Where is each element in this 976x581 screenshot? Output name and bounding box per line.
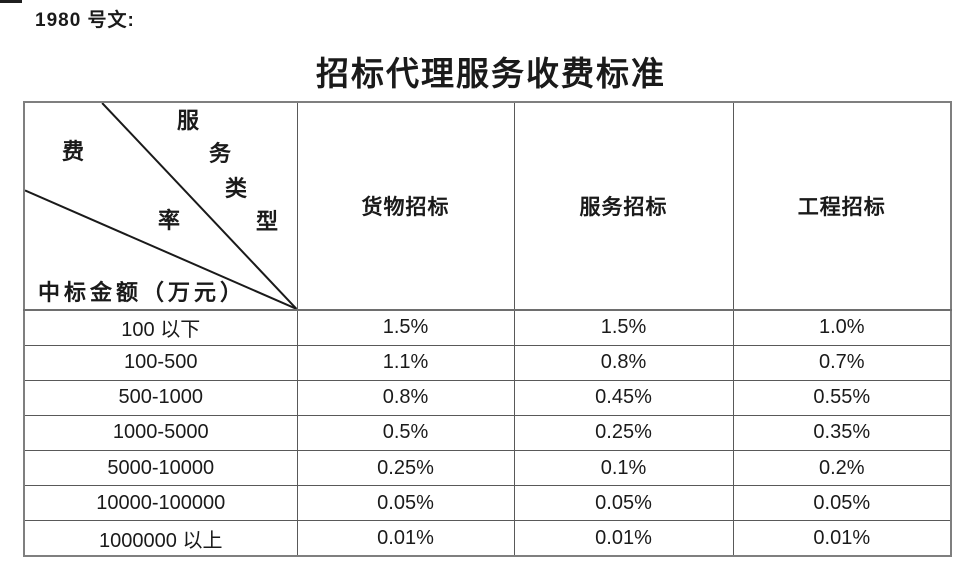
corner-label-fee-rate-char: 费 [62, 139, 85, 164]
corner-label-award-amount: 中标金额（万元） [38, 280, 247, 305]
corner-label-service-type-char: 服 [177, 108, 200, 133]
rate-cell: 0.25% [513, 414, 734, 451]
document-reference: 1980 号文: [35, 10, 135, 31]
amount-range-cell: 1000-5000 [23, 414, 298, 451]
column-header-service-bidding: 服务招标 [513, 101, 734, 311]
rate-cell: 0.45% [513, 379, 734, 416]
rate-cell: 0.05% [296, 485, 515, 522]
diagonal-lines-graphic [25, 103, 297, 309]
diagonal-corner-box: 服 务 类 型 费 率 中标金额（万元） [25, 103, 297, 309]
rate-cell: 0.25% [296, 449, 515, 487]
amount-range-cell: 5000-10000 [23, 449, 298, 487]
rate-cell: 0.1% [513, 449, 734, 487]
rate-cell: 0.8% [513, 344, 734, 381]
table-row: 10000-100000 0.05% 0.05% 0.05% [23, 485, 952, 522]
rate-cell: 1.1% [296, 344, 515, 381]
table-row: 100 以下 1.5% 1.5% 1.0% [23, 309, 952, 346]
amount-range-cell: 1000000 以上 [23, 520, 298, 557]
column-header-goods-bidding: 货物招标 [296, 101, 515, 311]
rate-cell: 0.05% [513, 485, 734, 522]
rate-cell: 0.05% [732, 485, 952, 522]
rate-cell: 0.01% [732, 520, 952, 557]
corner-label-service-type-char: 务 [209, 141, 232, 166]
rate-cell: 1.5% [296, 309, 515, 346]
rate-cell: 1.0% [732, 309, 952, 346]
scan-artifact-mark [0, 0, 22, 3]
rate-cell: 1.5% [513, 309, 734, 346]
table-row: 500-1000 0.8% 0.45% 0.55% [23, 379, 952, 416]
amount-range-cell: 100-500 [23, 344, 298, 381]
table-header-row: 服 务 类 型 费 率 中标金额（万元） 货物招标 服务招标 工程招标 [23, 101, 952, 311]
fee-standard-table: 服 务 类 型 费 率 中标金额（万元） 货物招标 服务招标 工程招标 100 … [23, 101, 952, 557]
rate-cell: 0.8% [296, 379, 515, 416]
rate-cell: 0.01% [296, 520, 515, 557]
corner-label-service-type-char: 类 [225, 176, 248, 201]
corner-label-fee-rate-char: 率 [158, 208, 181, 233]
table-row: 1000-5000 0.5% 0.25% 0.35% [23, 414, 952, 451]
amount-range-cell: 100 以下 [23, 309, 298, 346]
amount-range-cell: 10000-100000 [23, 485, 298, 522]
diagonal-corner-cell: 服 务 类 型 费 率 中标金额（万元） [23, 101, 298, 311]
table-row: 1000000 以上 0.01% 0.01% 0.01% [23, 520, 952, 557]
table-row: 100-500 1.1% 0.8% 0.7% [23, 344, 952, 381]
rate-cell: 0.2% [732, 449, 952, 487]
table-row: 5000-10000 0.25% 0.1% 0.2% [23, 449, 952, 487]
column-header-works-bidding: 工程招标 [732, 101, 952, 311]
rate-cell: 0.5% [296, 414, 515, 451]
rate-cell: 0.7% [732, 344, 952, 381]
amount-range-cell: 500-1000 [23, 379, 298, 416]
rate-cell: 0.01% [513, 520, 734, 557]
page-title: 招标代理服务收费标准 [316, 57, 666, 93]
corner-label-service-type-char: 型 [256, 209, 279, 234]
rate-cell: 0.55% [732, 379, 952, 416]
rate-cell: 0.35% [732, 414, 952, 451]
